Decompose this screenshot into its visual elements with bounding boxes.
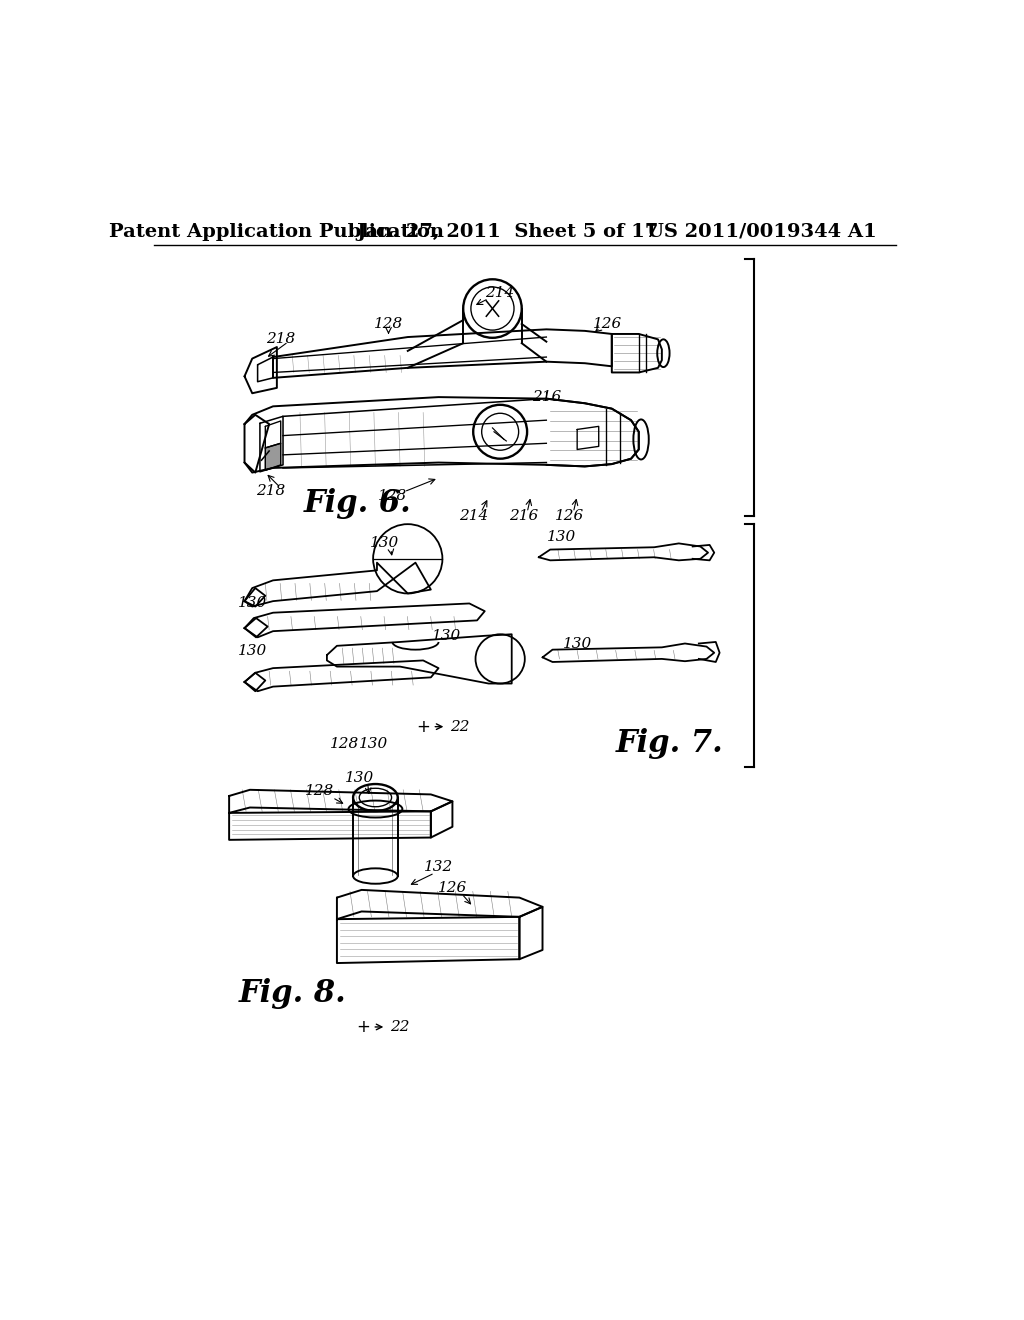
Text: 22: 22 [390, 1020, 410, 1034]
Text: 130: 130 [345, 771, 375, 785]
Polygon shape [265, 444, 281, 470]
Text: 130: 130 [432, 628, 461, 643]
Text: 126: 126 [555, 510, 584, 524]
Text: Fig. 8.: Fig. 8. [239, 978, 346, 1010]
Text: 216: 216 [509, 510, 538, 524]
Text: 126: 126 [438, 882, 467, 895]
Text: 130: 130 [370, 536, 399, 550]
Text: 130: 130 [359, 737, 388, 751]
Text: 218: 218 [256, 484, 286, 498]
Text: US 2011/0019344 A1: US 2011/0019344 A1 [647, 223, 877, 240]
Text: 130: 130 [238, 644, 267, 659]
Text: Fig. 6.: Fig. 6. [304, 488, 412, 519]
Text: 214: 214 [459, 510, 487, 524]
Text: 130: 130 [238, 597, 267, 610]
Text: 214: 214 [485, 286, 515, 300]
Text: +: + [356, 1018, 370, 1036]
Text: Patent Application Publication: Patent Application Publication [110, 223, 444, 240]
Text: 130: 130 [547, 531, 577, 544]
Text: 128: 128 [378, 488, 407, 503]
Text: 132: 132 [424, 859, 454, 874]
Text: 128: 128 [374, 317, 403, 331]
Text: 216: 216 [531, 391, 561, 404]
Text: 218: 218 [266, 333, 295, 346]
Text: 128: 128 [330, 737, 359, 751]
Text: 128: 128 [304, 784, 334, 799]
Text: 126: 126 [593, 317, 623, 331]
Text: +: + [416, 718, 430, 735]
Text: 22: 22 [451, 719, 470, 734]
Text: 130: 130 [562, 636, 592, 651]
Text: Fig. 7.: Fig. 7. [615, 729, 723, 759]
Text: Jan. 27, 2011  Sheet 5 of 17: Jan. 27, 2011 Sheet 5 of 17 [356, 223, 659, 240]
